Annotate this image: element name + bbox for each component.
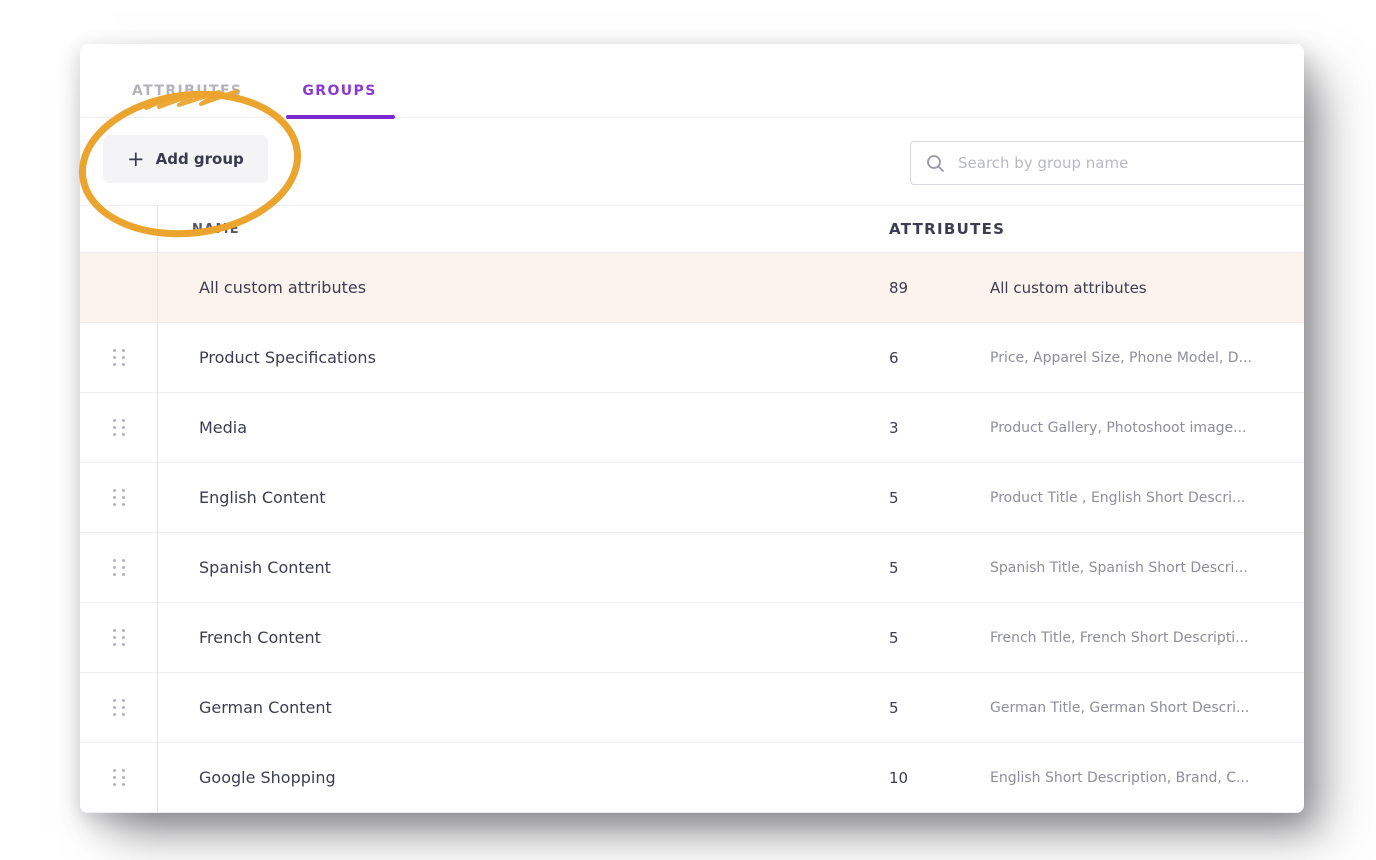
table-header-row: NAME ATTRIBUTES xyxy=(80,206,1304,253)
group-attribute-list: Spanish Title, Spanish Short Descri... xyxy=(990,559,1248,576)
group-attribute-count: 5 xyxy=(889,488,899,507)
group-attribute-count: 5 xyxy=(889,698,899,717)
drag-handle-icon[interactable] xyxy=(109,763,129,792)
group-attribute-count: 5 xyxy=(889,558,899,577)
group-attribute-list: Product Title , English Short Descri... xyxy=(990,489,1246,506)
group-name: French Content xyxy=(199,628,321,647)
column-header-attributes: ATTRIBUTES xyxy=(889,220,1006,238)
drag-handle-icon[interactable] xyxy=(109,483,129,512)
drag-handle-icon[interactable] xyxy=(109,693,129,722)
column-divider xyxy=(157,205,158,813)
group-name: Spanish Content xyxy=(199,558,331,577)
group-attribute-list: Product Gallery, Photoshoot image... xyxy=(990,419,1247,436)
row-handle-cell xyxy=(80,693,157,722)
plus-icon: + xyxy=(127,146,145,171)
table-row[interactable]: English Content 5 Product Title , English … xyxy=(80,463,1304,533)
search-input[interactable] xyxy=(958,154,1304,172)
attributes-groups-panel: ATTRIBUTES GROUPS + Add group NAME ATTRI… xyxy=(80,44,1304,813)
row-handle-cell xyxy=(80,343,157,372)
group-attribute-count: 10 xyxy=(889,768,909,787)
drag-handle-icon[interactable] xyxy=(109,553,129,582)
tab-bar: ATTRIBUTES GROUPS xyxy=(80,44,1304,119)
group-attribute-list: French Title, French Short Descripti... xyxy=(990,629,1249,646)
group-attribute-count: 5 xyxy=(889,628,899,647)
group-attribute-list: German Title, German Short Descri... xyxy=(990,699,1250,716)
row-handle-cell xyxy=(80,763,157,792)
table-row[interactable]: Google Shopping 10 English Short Descripti… xyxy=(80,743,1304,813)
row-handle-cell xyxy=(80,483,157,512)
group-name: Product Specifications xyxy=(199,348,376,367)
add-group-button-label: Add group xyxy=(155,150,244,168)
drag-handle-icon[interactable] xyxy=(109,623,129,652)
group-attribute-list: English Short Description, Brand, C... xyxy=(990,769,1250,786)
tab-attributes[interactable]: ATTRIBUTES xyxy=(132,83,243,99)
add-group-button[interactable]: + Add group xyxy=(103,135,268,183)
column-header-name: NAME xyxy=(192,221,240,237)
table-row[interactable]: German Content 5 German Title, German Shor… xyxy=(80,673,1304,743)
group-attribute-list: Price, Apparel Size, Phone Model, D... xyxy=(990,349,1252,366)
table-row[interactable]: Spanish Content 5 Spanish Title, Spanish S… xyxy=(80,533,1304,603)
table-row[interactable]: French Content 5 French Title, French Shor… xyxy=(80,603,1304,673)
table-row[interactable]: Product Specifications 6 Price, Apparel Si… xyxy=(80,323,1304,393)
table-row[interactable]: Media 3 Product Gallery, Photoshoot image.… xyxy=(80,393,1304,463)
row-handle-cell xyxy=(80,413,157,442)
table-body: All custom attributes 89 All custom attrib… xyxy=(80,253,1304,813)
groups-table: NAME ATTRIBUTES All custom attributes 89 A… xyxy=(80,205,1304,813)
table-row[interactable]: All custom attributes 89 All custom attrib… xyxy=(80,253,1304,323)
group-attribute-list: All custom attributes xyxy=(990,278,1147,297)
group-name: English Content xyxy=(199,488,326,507)
group-search-box[interactable] xyxy=(910,141,1304,185)
row-handle-cell xyxy=(80,623,157,652)
drag-handle-icon[interactable] xyxy=(109,343,129,372)
group-name: Media xyxy=(199,418,248,437)
group-attribute-count: 6 xyxy=(889,348,899,367)
drag-handle-icon[interactable] xyxy=(109,413,129,442)
row-handle-cell xyxy=(80,553,157,582)
tab-groups[interactable]: GROUPS xyxy=(286,83,396,119)
group-attribute-count: 89 xyxy=(889,278,909,297)
search-icon xyxy=(927,154,944,172)
group-name: All custom attributes xyxy=(199,278,367,297)
group-attribute-count: 3 xyxy=(889,418,899,437)
group-name: German Content xyxy=(199,698,332,717)
group-name: Google Shopping xyxy=(199,768,336,787)
